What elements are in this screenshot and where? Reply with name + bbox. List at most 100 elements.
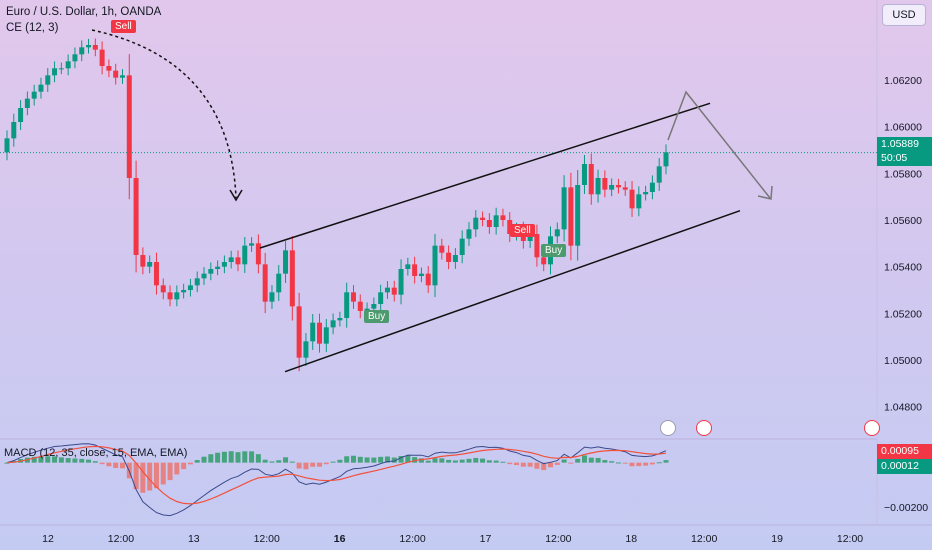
time-tick-label: 12:00: [837, 533, 863, 545]
indicator-label[interactable]: CE (12, 3): [6, 22, 59, 34]
macd-histogram-bar: [643, 462, 649, 466]
candle-body: [595, 178, 601, 195]
macd-histogram-bar: [283, 457, 289, 463]
candle-body: [602, 178, 608, 190]
candle-body: [228, 257, 234, 262]
macd-histogram-bar: [235, 452, 241, 463]
macd-histogram-bar: [575, 458, 581, 463]
arrowhead: [757, 185, 773, 200]
candle-body: [113, 70, 119, 78]
macd-histogram-bar: [480, 458, 486, 463]
macd-histogram-bar: [595, 457, 601, 463]
macd-histogram-bar: [581, 455, 587, 463]
sell-marker[interactable]: Sell: [510, 224, 535, 237]
macd-histogram-bar: [466, 458, 472, 463]
macd-histogram-bar: [378, 456, 384, 463]
macd-histogram-bar: [602, 460, 608, 463]
macd-histogram-bar: [310, 462, 316, 467]
time-axis[interactable]: 12 12:00 13 12:00 16 12:00 17 12:00 18 12:00 19 12:…: [42, 533, 863, 545]
macd-tick-label: −0.00200: [884, 502, 928, 514]
sell-marker[interactable]: Sell: [111, 20, 136, 33]
lightning-icon[interactable]: [660, 420, 676, 436]
candle-body: [174, 292, 180, 300]
candle-body: [337, 318, 343, 321]
candle-body: [466, 229, 472, 239]
channel-lower-line: [284, 209, 741, 373]
candle-body: [405, 264, 411, 269]
macd-histogram-bar: [221, 451, 227, 463]
candle-body: [242, 245, 248, 265]
candle-body: [235, 257, 241, 265]
macd-histogram-bar: [398, 455, 404, 463]
candle-body: [283, 250, 289, 274]
macd-histogram-bar: [119, 462, 125, 469]
macd-histogram-bar: [289, 461, 295, 463]
candle-body: [262, 264, 268, 302]
macd-histogram-bar: [412, 457, 418, 463]
candle-body: [92, 45, 98, 50]
macd-histogram-bar: [663, 460, 669, 463]
time-tick-label: 12:00: [545, 533, 571, 545]
macd-histogram-bar: [174, 462, 180, 475]
macd-histogram-bar: [167, 462, 173, 481]
candle-body: [160, 285, 166, 293]
macd-histogram-bar: [303, 462, 309, 470]
price-axis[interactable]: 1.06200 1.06000 1.05800 1.05600 1.05400 1.052…: [884, 75, 928, 514]
candle-body: [432, 245, 438, 286]
candle-body: [126, 75, 132, 178]
candle-body: [581, 164, 587, 185]
macd-histogram-bar: [106, 462, 112, 467]
macd-histogram-bar: [568, 462, 574, 464]
macd-histogram-bar: [473, 457, 479, 463]
macd-histogram-bar: [99, 462, 105, 465]
candle-body: [473, 217, 479, 230]
us-flag-icon[interactable]: [696, 420, 712, 436]
channel-upper-line: [259, 102, 711, 249]
candle-body: [52, 68, 58, 76]
macd-histogram-bar: [500, 461, 506, 463]
macd-histogram-bar: [636, 462, 642, 467]
us-flag-icon[interactable]: [864, 420, 880, 436]
candle-body: [119, 75, 125, 78]
candle-body: [649, 182, 655, 192]
candle-body: [276, 273, 282, 293]
macd-histogram-bar: [113, 462, 119, 469]
candle-body: [296, 306, 302, 358]
candle-body: [446, 252, 452, 262]
buy-marker[interactable]: Buy: [364, 310, 390, 323]
macd-label[interactable]: MACD (12, 35, close, 15, EMA, EMA): [4, 447, 188, 459]
candle-body: [255, 243, 261, 265]
candle-body: [615, 185, 621, 188]
candle-body: [18, 108, 24, 122]
price-tick-label: 1.05000: [884, 355, 922, 367]
macd-pane: [4, 443, 669, 517]
candle-body: [656, 166, 662, 183]
macd-histogram-bar: [493, 460, 499, 463]
currency-button[interactable]: USD: [882, 4, 926, 26]
candle-body: [425, 273, 431, 286]
candle-body: [31, 91, 37, 99]
price-tick-label: 1.05200: [884, 308, 922, 320]
candle-body: [663, 152, 669, 167]
macd-value-tag: 0.00095: [877, 444, 932, 459]
macd-histogram-bar: [276, 460, 282, 463]
candle-body: [398, 269, 404, 295]
candle-body: [384, 287, 390, 293]
macd-histogram-bar: [344, 456, 350, 463]
time-tick-label: 17: [480, 533, 492, 545]
candle-body: [38, 84, 44, 92]
candle-body: [72, 54, 78, 62]
buy-marker[interactable]: Buy: [541, 244, 567, 257]
macd-histogram-bar: [384, 456, 390, 463]
symbol-title[interactable]: Euro / U.S. Dollar, 1h, OANDA: [6, 6, 162, 18]
macd-histogram-bar: [187, 462, 193, 465]
candle-body: [86, 45, 92, 48]
candle-body: [133, 178, 139, 255]
macd-histogram-bar: [52, 456, 58, 463]
macd-histogram-bar: [357, 456, 363, 463]
macd-histogram-bar: [65, 458, 71, 463]
candle-body: [350, 292, 356, 302]
macd-histogram-bar: [561, 459, 567, 463]
macd-histogram-bar: [228, 451, 234, 463]
